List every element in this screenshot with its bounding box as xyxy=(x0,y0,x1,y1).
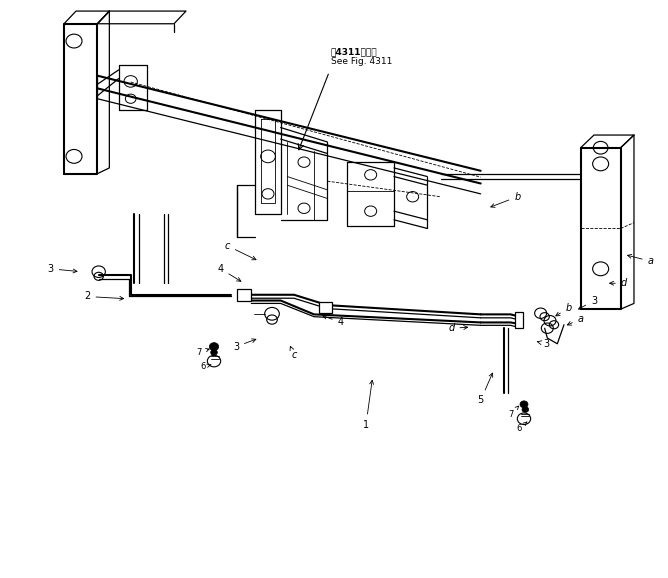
Text: b: b xyxy=(491,192,520,208)
Text: 1: 1 xyxy=(363,380,373,429)
Text: d: d xyxy=(448,323,468,333)
Text: 3: 3 xyxy=(578,295,597,309)
Text: 笥4311図参照: 笥4311図参照 xyxy=(331,47,377,56)
Circle shape xyxy=(520,401,528,408)
Text: d: d xyxy=(610,278,627,288)
Text: c: c xyxy=(290,346,297,360)
Circle shape xyxy=(210,350,217,355)
Text: 4: 4 xyxy=(323,315,344,328)
Circle shape xyxy=(522,407,528,412)
Text: c: c xyxy=(224,241,256,260)
Bar xyxy=(319,302,332,313)
Text: 7: 7 xyxy=(508,406,518,418)
Text: 3: 3 xyxy=(47,264,77,274)
Text: 5: 5 xyxy=(478,373,493,405)
Text: a: a xyxy=(567,314,584,325)
Text: b: b xyxy=(556,303,572,316)
Text: See Fig. 4311: See Fig. 4311 xyxy=(331,57,392,65)
Text: 4: 4 xyxy=(218,264,241,281)
Bar xyxy=(236,289,251,301)
Text: 3: 3 xyxy=(537,339,549,349)
Circle shape xyxy=(209,343,218,351)
Text: a: a xyxy=(627,254,654,266)
Text: 7: 7 xyxy=(196,348,209,357)
Text: 2: 2 xyxy=(84,291,124,302)
Text: 6: 6 xyxy=(200,362,211,371)
Bar xyxy=(515,312,523,328)
Text: 3: 3 xyxy=(233,339,256,351)
Text: 6: 6 xyxy=(516,422,527,433)
